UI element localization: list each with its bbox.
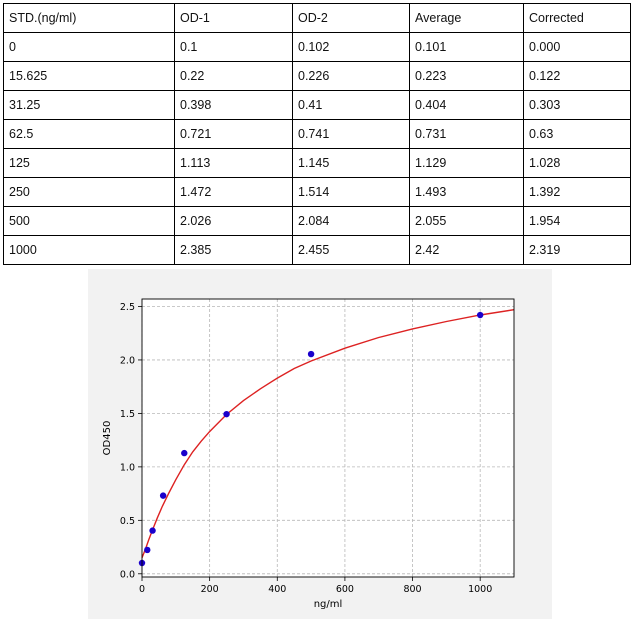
table-cell: 1.493 (409, 177, 524, 207)
table-cell: 0.223 (409, 61, 524, 91)
table-row: 500 2.026 2.084 2.055 1.954 (3, 206, 631, 236)
table-cell: 2.055 (409, 206, 524, 236)
table-cell: 1.145 (292, 148, 410, 178)
table-cell: 1.028 (523, 148, 631, 178)
table-cell: 0.000 (523, 32, 631, 62)
table-cell: 0.226 (292, 61, 410, 91)
table-cell: 1.472 (174, 177, 293, 207)
table-cell: 0.398 (174, 90, 293, 120)
table-header-cell: OD-2 (292, 3, 410, 33)
standard-curve-table: STD.(ng/ml) OD-1 OD-2 Average Corrected 0 0.1 0… (3, 3, 631, 265)
table-cell: 0.101 (409, 32, 524, 62)
table-cell: 0.122 (523, 61, 631, 91)
table-cell: 0.731 (409, 119, 524, 149)
table-cell: 0.63 (523, 119, 631, 149)
x-tick-label: 200 (201, 584, 219, 595)
table-cell: 2.084 (292, 206, 410, 236)
table-cell: 2.455 (292, 235, 410, 265)
table-cell: 1.392 (523, 177, 631, 207)
table-cell: 0.22 (174, 61, 293, 91)
chart-svg: 0 200 400 600 800 1000 0.0 0.5 1.0 1.5 2.0 2.5 ng/ml… (102, 298, 515, 610)
table-header-cell: Average (409, 3, 524, 33)
table-cell: 1.514 (292, 177, 410, 207)
y-tick-label: 2.5 (120, 302, 135, 313)
table-cell: 0.41 (292, 90, 410, 120)
y-tick-label: 0.5 (120, 516, 135, 527)
y-tick-label: 0.0 (120, 569, 135, 580)
table-cell: 2.319 (523, 235, 631, 265)
table-cell: 0.1 (174, 32, 293, 62)
table-header-cell: OD-1 (174, 3, 293, 33)
x-tick-label: 800 (403, 584, 421, 595)
y-tick-label: 1.5 (120, 409, 135, 420)
table-cell: 250 (3, 177, 175, 207)
table-cell: 0.102 (292, 32, 410, 62)
standard-curve-chart: 0 200 400 600 800 1000 0.0 0.5 1.0 1.5 2.0 2.5 ng/ml… (88, 269, 552, 619)
table-header-cell: Corrected (523, 3, 631, 33)
table-header-cell: STD.(ng/ml) (3, 3, 175, 33)
table-cell: 31.25 (3, 90, 175, 120)
x-tick-label: 600 (336, 584, 354, 595)
table-row: 250 1.472 1.514 1.493 1.392 (3, 177, 631, 207)
y-tick-label: 1.0 (120, 462, 135, 473)
y-axis-label: OD450 (102, 421, 113, 456)
table-cell: 1.113 (174, 148, 293, 178)
x-tick-label: 1000 (468, 584, 492, 595)
table-cell: 1000 (3, 235, 175, 265)
plot-area (142, 299, 514, 577)
table-cell: 500 (3, 206, 175, 236)
table-cell: 0.741 (292, 119, 410, 149)
table-cell: 0 (3, 32, 175, 62)
data-point (149, 527, 156, 534)
table-row: 15.625 0.22 0.226 0.223 0.122 (3, 61, 631, 91)
data-point (144, 546, 151, 554)
table-row: 0 0.1 0.102 0.101 0.000 (3, 32, 631, 62)
data-point (307, 350, 315, 358)
table-cell: 0.721 (174, 119, 293, 149)
table-cell: 15.625 (3, 61, 175, 91)
x-tick-label: 400 (268, 584, 286, 595)
x-tick-label: 0 (139, 584, 145, 595)
table-cell: 1.954 (523, 206, 631, 236)
y-tick-label: 2.0 (120, 355, 135, 366)
table-row: 62.5 0.721 0.741 0.731 0.63 (3, 119, 631, 149)
table-cell: 125 (3, 148, 175, 178)
x-axis-label: ng/ml (314, 599, 343, 610)
table-row: 31.25 0.398 0.41 0.404 0.303 (3, 90, 631, 120)
table-cell: 0.303 (523, 90, 631, 120)
data-point (181, 449, 188, 457)
table-cell: 0.404 (409, 90, 524, 120)
table-cell: 62.5 (3, 119, 175, 149)
plot-frame (141, 298, 515, 578)
table-cell: 2.42 (409, 235, 524, 265)
table-cell: 1.129 (409, 148, 524, 178)
table-cell: 2.026 (174, 206, 293, 236)
table-row: 1000 2.385 2.455 2.42 2.319 (3, 235, 631, 265)
table-header-row: STD.(ng/ml) OD-1 OD-2 Average Corrected (3, 3, 631, 33)
data-point (223, 410, 230, 418)
data-point (159, 492, 167, 499)
table-cell: 2.385 (174, 235, 293, 265)
data-point (476, 311, 484, 319)
table-row: 125 1.113 1.145 1.129 1.028 (3, 148, 631, 178)
